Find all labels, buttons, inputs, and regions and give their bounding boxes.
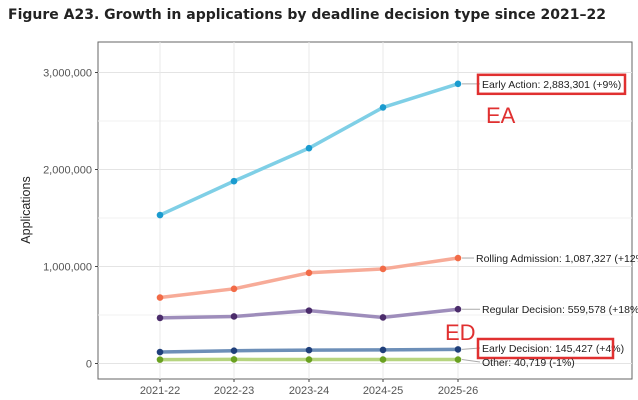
data-point-other (379, 356, 387, 363)
data-point-regular-decision (230, 313, 238, 320)
data-point-regular-decision (379, 314, 387, 321)
data-point-rolling-admission (379, 265, 387, 273)
data-point-other (156, 356, 164, 363)
y-axis-label: Applications (19, 176, 33, 243)
series-label-regular-decision: Regular Decision: 559,578 (+18%) (482, 304, 638, 316)
data-point-other (305, 356, 313, 363)
x-tick-label: 2021-22 (140, 385, 180, 397)
data-point-early-decision (305, 346, 313, 354)
data-point-early-action (230, 177, 238, 185)
data-point-rolling-admission (454, 254, 462, 262)
series-label-early-decision: Early Decision: 145,427 (+4%) (482, 343, 624, 355)
data-point-early-decision (156, 348, 164, 356)
data-point-other (454, 356, 462, 363)
data-point-rolling-admission (305, 269, 313, 277)
x-tick-label: 2024-25 (363, 385, 403, 397)
x-tick-label: 2022-23 (214, 385, 254, 397)
data-point-regular-decision (454, 305, 462, 313)
data-point-early-action (379, 104, 387, 111)
series-label-rolling-admission: Rolling Admission: 1,087,327 (+12%) (476, 253, 638, 265)
x-tick-label: 2025-26 (438, 385, 478, 397)
data-point-early-action (454, 80, 462, 88)
series-label-other: Other: 40,719 (-1%) (482, 357, 575, 369)
data-point-other (230, 356, 238, 363)
annotation-ea: EA (486, 103, 516, 128)
data-point-early-action (156, 211, 164, 219)
plot-panel (97, 41, 633, 380)
data-point-early-decision (230, 347, 238, 354)
data-point-early-action (305, 144, 313, 152)
y-tick-label: 1,000,000 (43, 262, 92, 274)
data-point-rolling-admission (156, 294, 164, 301)
label-leader-other (461, 359, 481, 363)
x-tick-label: 2023-24 (289, 385, 329, 397)
y-tick-label: 3,000,000 (43, 68, 92, 80)
annotation-ed: ED (445, 320, 476, 345)
data-point-regular-decision (305, 307, 313, 314)
chart-title: Figure A23. Growth in applications by de… (8, 7, 606, 23)
data-point-early-decision (379, 346, 387, 354)
highlight-box-early-action (476, 73, 627, 96)
data-point-regular-decision (156, 314, 164, 322)
series-label-early-action: Early Action: 2,883,301 (+9%) (482, 79, 621, 91)
data-point-rolling-admission (230, 285, 238, 293)
y-tick-label: 2,000,000 (43, 165, 92, 177)
y-tick-label: 0 (86, 359, 92, 371)
highlight-box-early-decision (476, 337, 615, 360)
data-point-early-decision (454, 346, 462, 353)
